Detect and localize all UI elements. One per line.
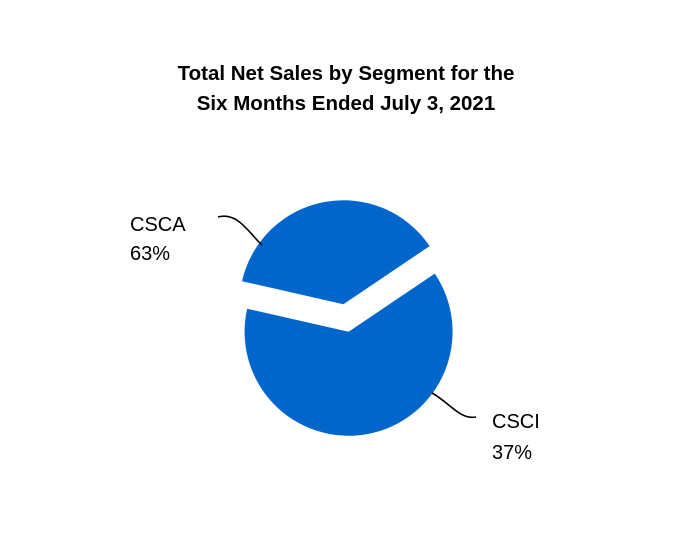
leader-line-csci xyxy=(431,392,477,419)
slice-name-csci: CSCI xyxy=(492,411,540,433)
pie-slice-csca xyxy=(244,273,453,436)
chart-title: Total Net Sales by Segment for the xyxy=(178,62,515,85)
slice-percent-csci: 37% xyxy=(492,442,532,464)
slice-percent-csca: 63% xyxy=(130,243,170,265)
leader-line-csca xyxy=(217,215,263,246)
pie-slice-csci xyxy=(242,200,430,305)
chart-subtitle: Six Months Ended July 3, 2021 xyxy=(197,92,495,115)
slice-name-csca: CSCA xyxy=(130,214,186,236)
